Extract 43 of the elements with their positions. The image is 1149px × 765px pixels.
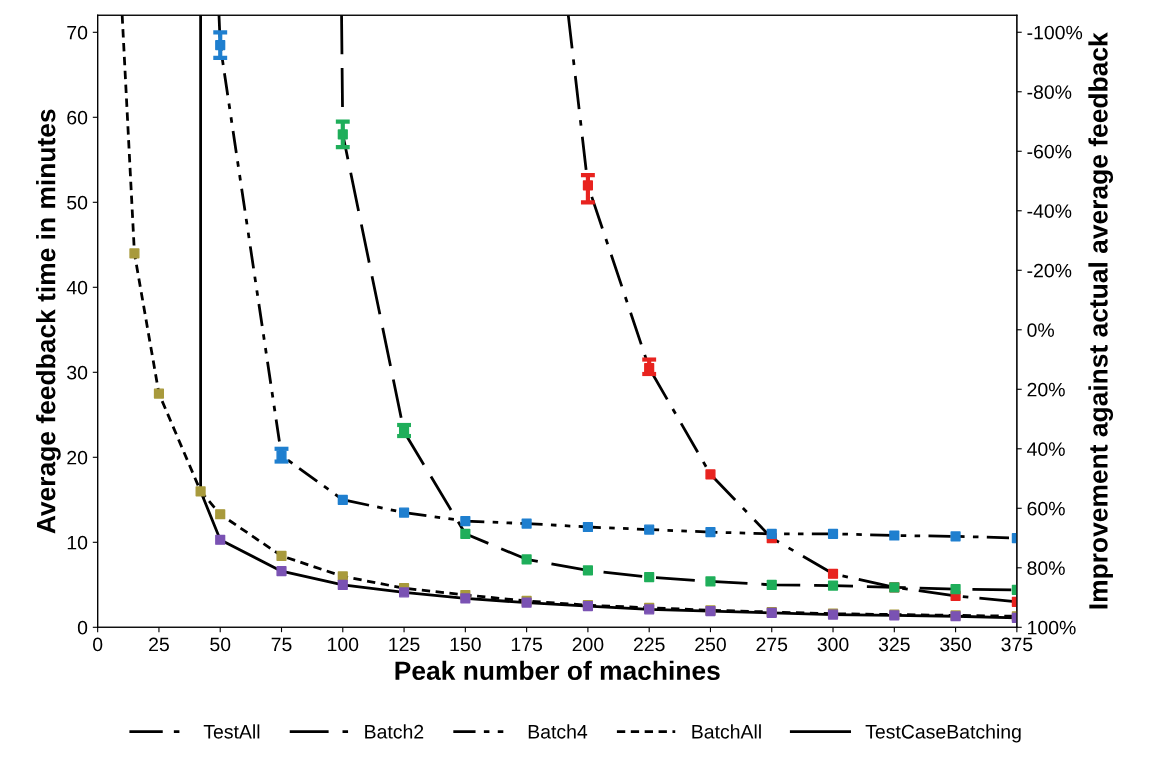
y2-axis-title: Improvement against actual average feedback <box>1088 32 1114 609</box>
x-tick-label: 0 <box>93 637 103 652</box>
x-tick-label: 225 <box>633 637 665 652</box>
x-tick-label: 50 <box>210 637 231 652</box>
x-tick-label: 125 <box>389 637 420 652</box>
y2-tick-label: -60% <box>1027 144 1072 159</box>
y-tick-label: 30 <box>67 365 88 380</box>
y2-tick-label: -20% <box>1027 263 1072 278</box>
y2-tick-label: 20% <box>1027 382 1065 397</box>
x-tick-label: 300 <box>817 637 849 652</box>
x-tick-label: 275 <box>756 637 788 652</box>
x-axis-title: Peak number of machines <box>395 660 720 681</box>
y-axis-title: Average feedback time in minutes <box>36 109 61 534</box>
legend-label: TestAll <box>203 724 260 739</box>
legend-label: Batch4 <box>528 724 588 739</box>
legend-label: TestCaseBatching <box>865 724 1021 743</box>
y2-tick-label: 80% <box>1027 561 1065 576</box>
legend-label: BatchAll <box>692 724 761 739</box>
x-tick-label: 25 <box>149 637 169 652</box>
y2-tick-label: -40% <box>1027 204 1072 219</box>
x-tick-label: 175 <box>511 637 543 652</box>
y-tick-label: 40 <box>66 280 88 295</box>
y-tick-label: 10 <box>67 535 88 550</box>
legend-label: Batch2 <box>365 724 424 739</box>
y-tick-label: 0 <box>77 620 88 635</box>
x-tick-label: 350 <box>940 637 972 652</box>
y2-tick-label: 60% <box>1027 501 1065 516</box>
x-tick-label: 200 <box>572 637 604 652</box>
y2-tick-label: -100% <box>1027 25 1083 40</box>
x-tick-label: 325 <box>878 637 910 652</box>
y2-tick-label: -80% <box>1027 85 1072 99</box>
y2-tick-label: 0% <box>1027 323 1054 338</box>
y2-tick-label: 40% <box>1027 442 1065 457</box>
y2-tick-label: 100% <box>1028 620 1076 635</box>
x-tick-label: 150 <box>450 637 481 652</box>
x-tick-label: 250 <box>695 637 726 652</box>
y-tick-label: 20 <box>67 450 88 465</box>
x-tick-label: 75 <box>271 637 292 652</box>
x-tick-label: 375 <box>1001 637 1033 652</box>
y-tick-label: 70 <box>67 25 88 40</box>
y-tick-label: 50 <box>67 195 88 210</box>
x-tick-label: 100 <box>328 637 359 652</box>
y-tick-label: 60 <box>67 110 88 125</box>
